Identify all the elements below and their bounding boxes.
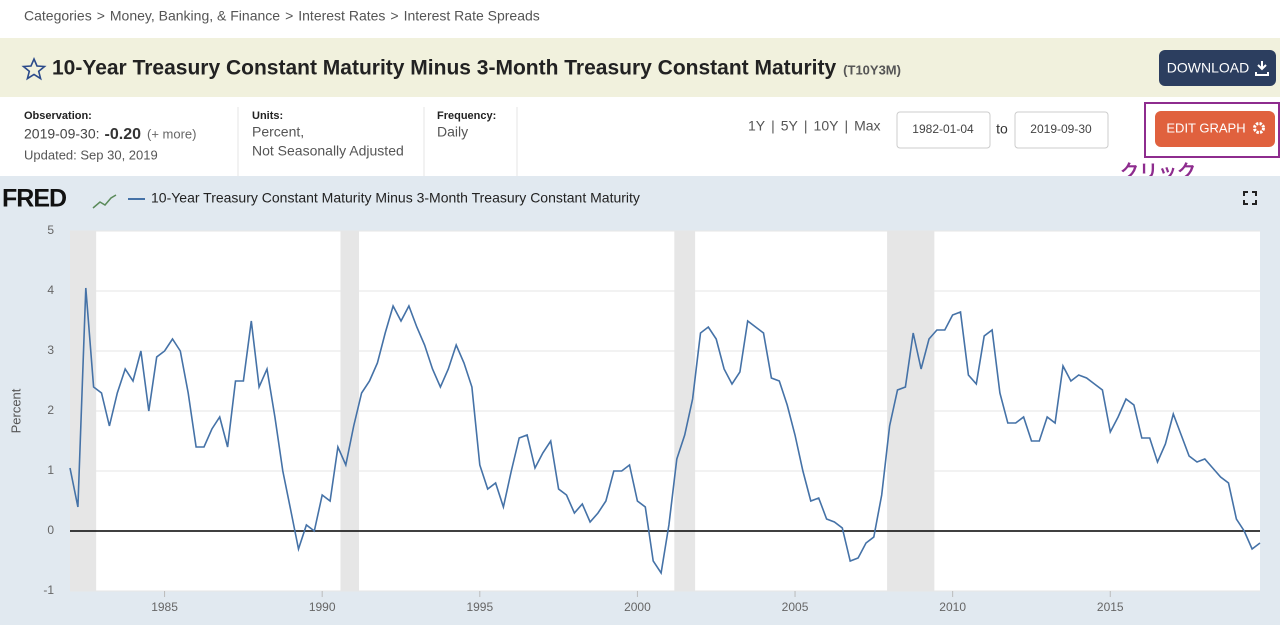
breadcrumb-separator: > — [390, 8, 398, 24]
fred-logo: FRED — [2, 185, 66, 213]
title-band — [0, 38, 1280, 97]
observation-date: 2019-09-30: — [24, 126, 100, 142]
x-tick-label: 1995 — [466, 600, 493, 614]
download-label: DOWNLOAD — [1167, 60, 1249, 76]
y-tick-label: 3 — [47, 343, 54, 357]
breadcrumb-item[interactable]: Money, Banking, & Finance — [110, 8, 280, 24]
end-date: 2019-09-30 — [1030, 122, 1092, 136]
y-tick-label: 0 — [47, 523, 54, 537]
x-tick-label: 1985 — [151, 600, 178, 614]
download-button[interactable] — [1159, 50, 1276, 86]
highlight-box — [1144, 102, 1280, 158]
fullscreen-icon[interactable] — [1243, 191, 1257, 205]
y-tick-label: -1 — [43, 583, 54, 597]
legend-label: 10-Year Treasury Constant Maturity Minus… — [151, 190, 640, 206]
updated: Updated: Sep 30, 2019 — [24, 147, 158, 162]
series-code: (T10Y3M) — [843, 62, 901, 77]
edit-graph-button[interactable] — [1155, 111, 1275, 147]
frequency-label: Frequency: — [437, 110, 496, 122]
page-title: 10-Year Treasury Constant Maturity Minus… — [52, 57, 836, 80]
range-separator: | — [804, 118, 808, 134]
range-separator: | — [844, 118, 848, 134]
breadcrumb-item[interactable]: Categories — [24, 8, 92, 24]
units-value: Not Seasonally Adjusted — [252, 143, 404, 159]
y-tick-label: 1 — [47, 463, 54, 477]
breadcrumb-separator: > — [285, 8, 293, 24]
units-label: Units: — [252, 110, 283, 122]
y-axis-label: Percent — [8, 388, 23, 433]
breadcrumb-item[interactable]: Interest Rates — [298, 8, 385, 24]
y-tick-label: 2 — [47, 403, 54, 417]
favorite-star[interactable] — [21, 56, 47, 81]
gear-icon — [1253, 122, 1265, 134]
series-line — [69, 287, 1261, 576]
range-link[interactable]: 1Y — [748, 118, 766, 134]
to-label: to — [996, 121, 1008, 137]
observation-label: Observation: — [24, 110, 92, 122]
y-tick-label: 5 — [47, 223, 54, 237]
range-link[interactable]: Max — [854, 118, 880, 134]
observation-value: -0.20 — [105, 126, 142, 143]
end-date-input[interactable] — [1014, 111, 1109, 149]
start-date: 1982-01-04 — [912, 122, 974, 136]
more-link[interactable]: (+ more) — [147, 126, 196, 141]
edit-graph-label: EDIT GRAPH — [1166, 120, 1245, 135]
plot: -1 0 1 2 3 4 5 1985 1990 1995 2000 2005 2010 2015 Perc… — [8, 190, 1261, 614]
breadcrumb-item[interactable]: Interest Rate Spreads — [404, 8, 540, 24]
range-separator: | — [771, 118, 775, 134]
x-tick-label: 1990 — [309, 600, 336, 614]
y-tick-label: 4 — [47, 283, 54, 297]
start-date-input[interactable] — [896, 111, 991, 149]
logo-icon — [92, 194, 117, 209]
range-link[interactable]: 10Y — [814, 118, 840, 134]
frequency-value: Daily — [437, 124, 468, 140]
x-tick-label: 2010 — [939, 600, 966, 614]
x-tick-label: 2015 — [1097, 600, 1124, 614]
breadcrumb-separator: > — [97, 8, 105, 24]
x-tick-label: 2005 — [782, 600, 809, 614]
units-value: Percent, — [252, 124, 304, 140]
x-tick-label: 2000 — [624, 600, 651, 614]
download-icon — [1255, 61, 1269, 76]
range-link[interactable]: 5Y — [781, 118, 799, 134]
